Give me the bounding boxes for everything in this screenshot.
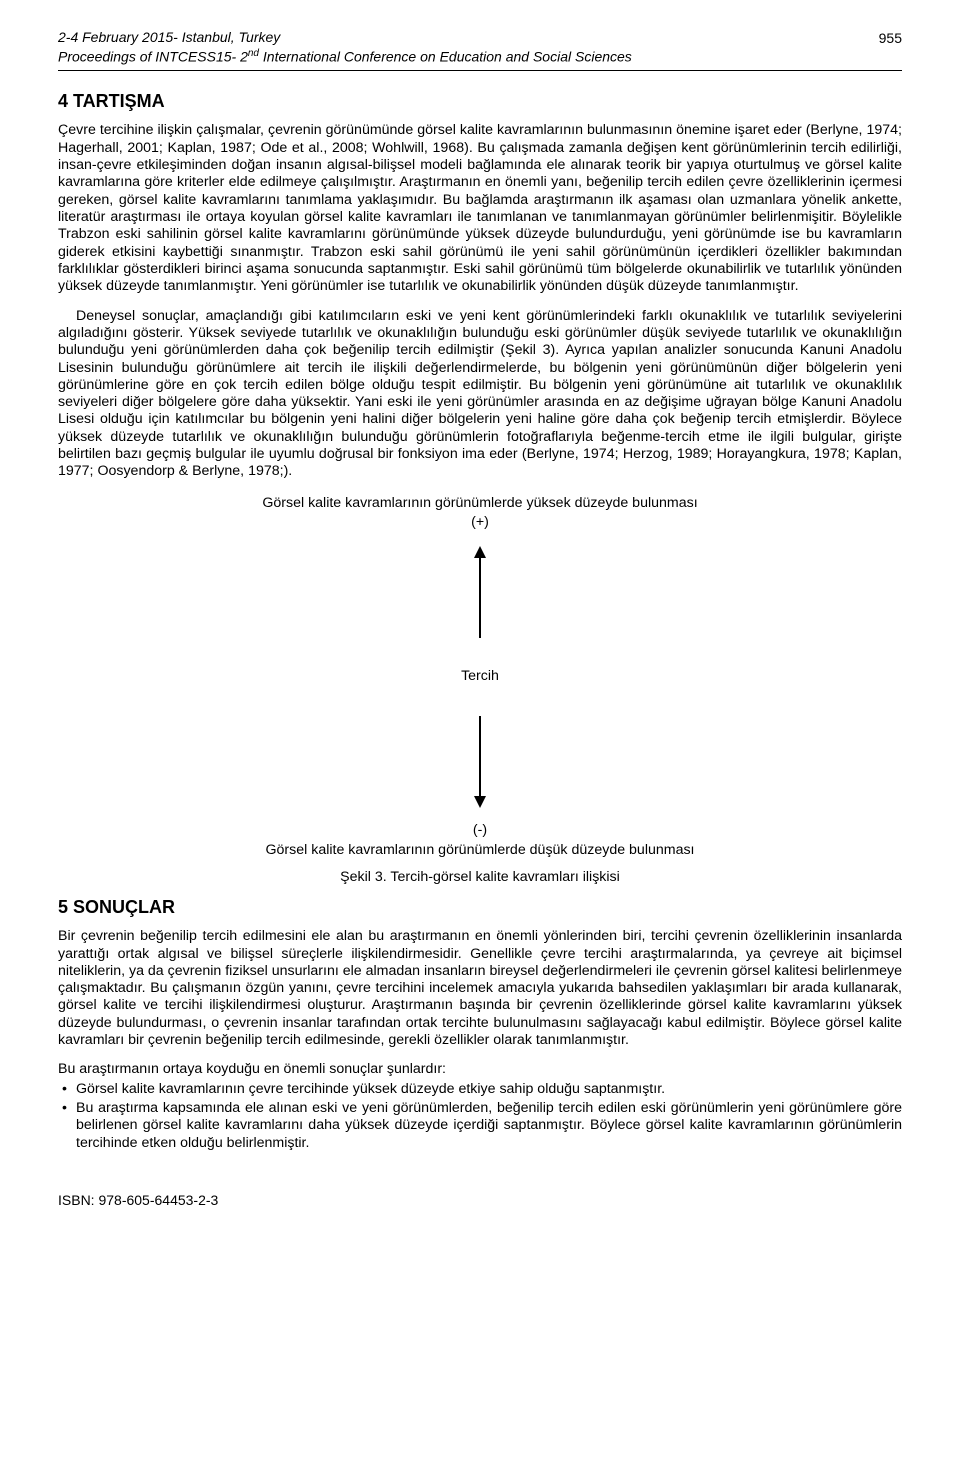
- section-4-para-1: Çevre tercihine ilişkin çalışmalar, çevr…: [58, 122, 902, 295]
- figure-3-mid-label: Tercih: [58, 668, 902, 686]
- header-proceedings: Proceedings of INTCESS15- 2nd Internatio…: [58, 47, 632, 67]
- page-header: 2-4 February 2015- Istanbul, Turkey Proc…: [58, 28, 902, 66]
- proceedings-sup: nd: [248, 48, 259, 59]
- bullets-intro: Bu araştırmanın ortaya koyduğu en önemli…: [58, 1061, 902, 1078]
- figure-3-arrow-up: [58, 546, 902, 638]
- arrow-up-icon: [471, 546, 489, 638]
- figure-3: Görsel kalite kavramlarının görünümlerde…: [58, 495, 902, 888]
- figure-3-top-label: Görsel kalite kavramlarının görünümlerde…: [58, 495, 902, 513]
- arrow-down-icon: [471, 716, 489, 808]
- proceedings-post: International Conference on Education an…: [259, 49, 632, 65]
- section-5-para-1: Bir çevrenin beğenilip tercih edilmesini…: [58, 928, 902, 1049]
- figure-3-bottom-label: Görsel kalite kavramlarının görünümlerde…: [58, 842, 902, 860]
- header-left: 2-4 February 2015- Istanbul, Turkey Proc…: [58, 28, 632, 66]
- proceedings-pre: Proceedings of INTCESS15- 2: [58, 49, 248, 65]
- list-item: Görsel kalite kavramlarının çevre tercih…: [62, 1081, 902, 1098]
- header-date-location: 2-4 February 2015- Istanbul, Turkey: [58, 28, 632, 47]
- section-4-para-2: Deneysel sonuçlar, amaçlandığı gibi katı…: [58, 308, 902, 481]
- header-divider: [58, 70, 902, 71]
- conclusions-list: Görsel kalite kavramlarının çevre tercih…: [58, 1081, 902, 1152]
- figure-3-caption: Şekil 3. Tercih-görsel kalite kavramları…: [58, 869, 902, 887]
- section-4-title: 4 TARTIŞMA: [58, 91, 902, 112]
- section-5-title: 5 SONUÇLAR: [58, 897, 902, 918]
- figure-3-minus: (-): [58, 822, 902, 840]
- list-item: Bu araştırma kapsamında ele alınan eski …: [62, 1100, 902, 1152]
- footer-isbn: ISBN: 978-605-64453-2-3: [58, 1192, 902, 1208]
- figure-3-plus: (+): [58, 514, 902, 532]
- page-number: 955: [879, 28, 902, 46]
- figure-3-arrow-down: [58, 716, 902, 808]
